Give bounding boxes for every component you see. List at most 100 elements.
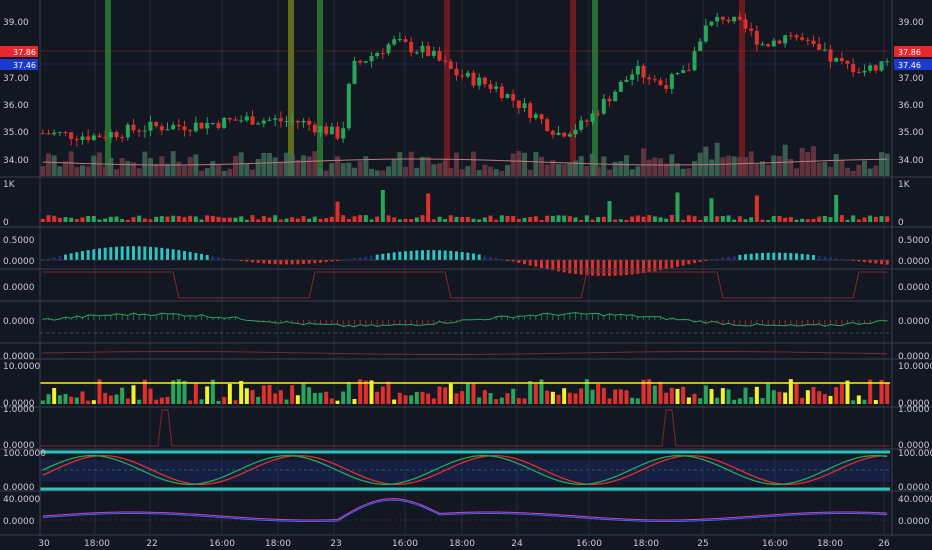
candle-body — [363, 61, 368, 63]
candle-body — [171, 124, 176, 130]
volume-bar — [176, 216, 181, 222]
osc1-bar — [494, 257, 498, 260]
volume-bar — [318, 218, 323, 222]
osc5-bar — [222, 397, 227, 404]
candle-body — [114, 132, 119, 138]
osc5-bar — [732, 399, 737, 404]
osc1-bar — [381, 253, 385, 260]
price-tick-right: 34.00 — [898, 156, 924, 166]
macd-tick-left: 0.0000 — [3, 517, 35, 527]
osc5-bar — [403, 395, 408, 404]
candle-body — [675, 73, 680, 75]
candle-body — [516, 100, 521, 108]
price-volume-bar — [391, 158, 397, 176]
volume-bar — [182, 217, 187, 222]
volume-bar — [103, 218, 108, 222]
osc5-bar — [579, 388, 584, 404]
candle-body — [301, 120, 306, 123]
osc1-bar — [268, 260, 271, 264]
osc5-bar — [74, 397, 79, 404]
candle-body — [210, 123, 215, 125]
osc5-bar — [375, 391, 380, 404]
candle-body — [375, 53, 380, 56]
price-volume-bar — [57, 166, 63, 176]
volume-bar — [556, 215, 561, 222]
candle-body — [199, 122, 204, 129]
osc5-bar — [624, 390, 629, 404]
volume-bar — [720, 215, 725, 222]
time-axis[interactable]: 30 18:00 22 16:00 18:00 23 16:00 18:00 24 16:00 18… — [38, 539, 890, 549]
osc1-bar — [874, 260, 878, 264]
price-volume-bar — [142, 151, 148, 176]
volume-bar — [250, 215, 255, 222]
osc5-bar — [369, 380, 374, 404]
osc1-bar — [166, 248, 169, 260]
price-volume-bar — [471, 151, 476, 176]
volume-bar — [522, 217, 527, 222]
candle-body — [352, 60, 357, 84]
oscillator-pane-3 — [40, 312, 890, 334]
price-volume-bar — [533, 152, 539, 176]
price-volume-bar — [505, 164, 510, 176]
osc1-bar — [455, 251, 458, 260]
osc5-bar — [539, 379, 544, 404]
price-volume-bar — [165, 163, 170, 176]
price-volume-bar — [879, 152, 884, 176]
price-volume-bar — [629, 169, 635, 176]
osc5-bar — [80, 391, 85, 404]
osc5-bar — [709, 389, 714, 404]
volume-bar — [397, 219, 402, 222]
candle-body — [698, 41, 703, 52]
volume-bar — [539, 219, 544, 222]
candle-body — [154, 121, 159, 127]
osc1-bar — [47, 258, 50, 260]
price-volume-bar — [431, 164, 437, 176]
candle-body — [437, 51, 442, 61]
osc5-bar — [165, 396, 170, 404]
price-volume-bar — [250, 169, 255, 176]
osc1-bar — [687, 260, 691, 265]
osc5-bar — [420, 391, 425, 404]
candle-body — [284, 121, 289, 123]
osc5-bar — [324, 391, 329, 404]
price-axes[interactable]: 39.0039.0038.0038.0037.0037.0036.0036.00… — [3, 18, 932, 527]
osc5-tick-left: 10.0000 — [3, 362, 40, 372]
candle-body — [290, 120, 295, 122]
candle-body — [743, 19, 748, 29]
osc5-bar — [426, 393, 431, 404]
candle-body — [267, 119, 272, 121]
osc5-bar — [341, 391, 346, 404]
osc5-bar — [386, 381, 391, 404]
price-volume-bar — [148, 158, 153, 176]
osc5-bar — [675, 388, 680, 404]
osc5-bar — [499, 397, 504, 404]
candle-body — [584, 120, 589, 122]
price-tick-right: 37.00 — [898, 74, 924, 84]
candle-body — [477, 77, 482, 86]
osc5-bar — [862, 399, 867, 404]
osc1-bar — [52, 257, 56, 260]
price-volume-bar — [369, 168, 374, 176]
price-volume-bar — [136, 168, 142, 176]
candle-body — [46, 133, 51, 135]
highlight-band — [105, 0, 111, 176]
osc5-bar — [301, 382, 306, 404]
osc1-bar — [251, 260, 254, 263]
osc1-bar — [228, 259, 232, 261]
pane-separators[interactable] — [0, 0, 932, 536]
price-volume-bar — [544, 164, 550, 176]
volume-bar — [573, 217, 578, 222]
price-volume-bar — [714, 142, 720, 176]
price-tick-left: 37.00 — [3, 74, 29, 84]
price-volume-bar — [63, 161, 68, 176]
osc5-bar — [278, 390, 283, 404]
price-volume-bar — [686, 168, 692, 176]
price-volume-bar — [357, 160, 363, 176]
volume-bar — [811, 218, 816, 222]
price-volume-bar — [108, 157, 114, 176]
candle-body — [856, 72, 861, 74]
time-label: 25 — [697, 539, 708, 549]
volume-bar — [709, 198, 714, 222]
osc2-line — [42, 271, 888, 299]
